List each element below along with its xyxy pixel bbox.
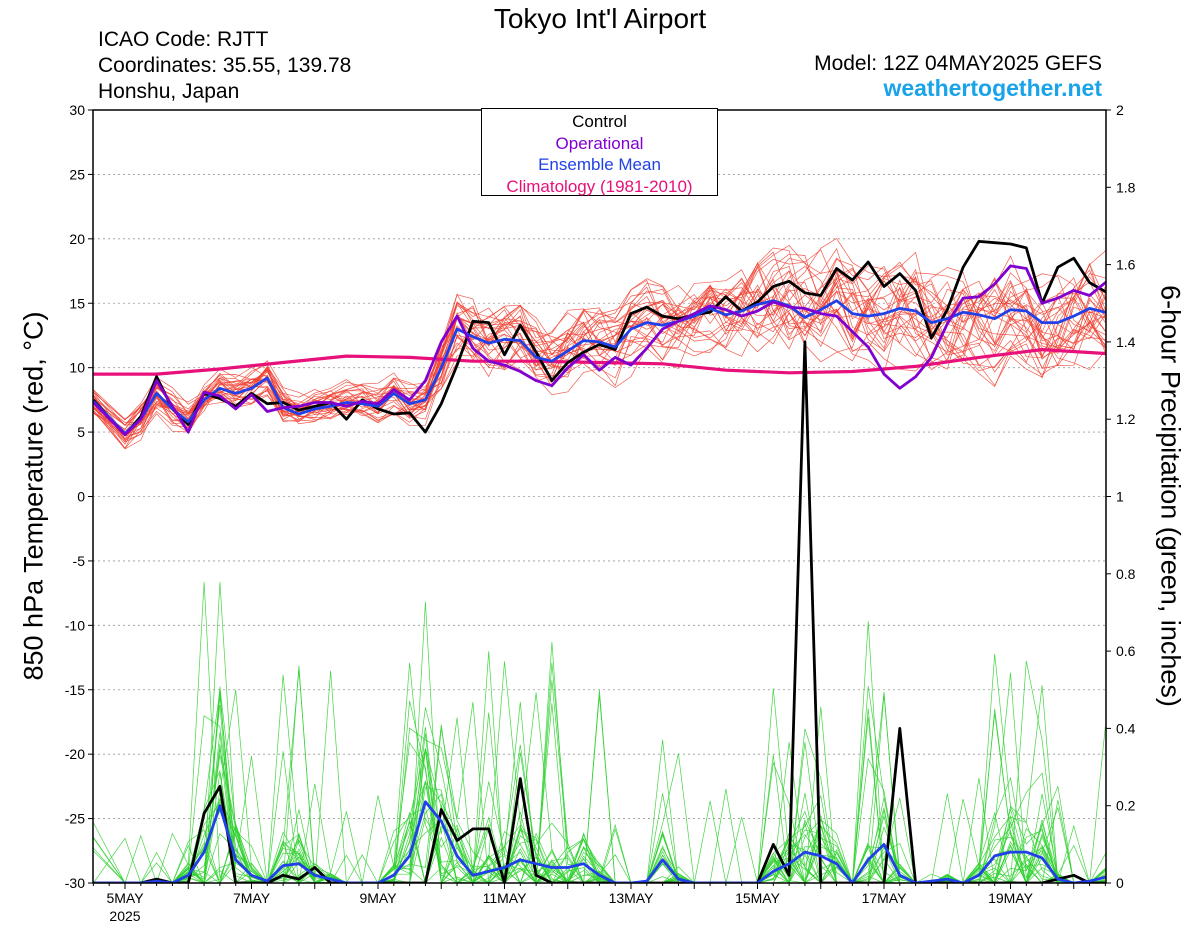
coordinates: Coordinates: 35.55, 139.78	[98, 54, 352, 77]
y2-tick-label: 1.2	[1116, 411, 1136, 427]
temp-member-line	[93, 288, 1106, 425]
y2-tick-label: 0.2	[1116, 798, 1136, 814]
y2-tick-label: 0.4	[1116, 720, 1136, 736]
y-tick-label: 10	[69, 360, 85, 376]
x-tick-label: 13MAY	[609, 890, 655, 906]
x-tick-label: 5MAY	[106, 890, 144, 906]
y2-tick-label: 1	[1116, 489, 1124, 505]
y-axis-left-label: 850 hPa Temperature (red, °C)	[18, 311, 49, 681]
y-tick-label: 5	[77, 424, 85, 440]
y-tick-label: -10	[65, 617, 85, 633]
chart-title: Tokyo Int'l Airport	[493, 3, 707, 34]
y-tick-label: 20	[69, 231, 85, 247]
y2-tick-label: 0.6	[1116, 643, 1136, 659]
x-tick-sublabel: 2025	[109, 908, 140, 924]
y-tick-label: 30	[69, 102, 85, 118]
x-tick-label: 19MAY	[988, 890, 1034, 906]
y2-tick-label: 1.6	[1116, 257, 1136, 273]
precip-series-ensemble-mean	[93, 800, 1106, 883]
y-tick-label: 25	[69, 166, 85, 182]
temp-series-operational	[93, 264, 1106, 437]
region: Honshu, Japan	[98, 80, 240, 103]
chart-legend: Control Operational Ensemble Mean Climat…	[481, 108, 718, 196]
y-tick-label: -15	[65, 682, 85, 698]
precip-member-line	[93, 669, 1106, 883]
y2-tick-label: 0.8	[1116, 566, 1136, 582]
legend-entry-control: Control	[572, 112, 627, 131]
legend-entry-ensemble-mean: Ensemble Mean	[538, 155, 661, 174]
x-tick-label: 9MAY	[359, 890, 397, 906]
x-tick-label: 17MAY	[862, 890, 908, 906]
temp-member-line	[93, 258, 1106, 435]
precip-member-line	[93, 661, 1106, 883]
y2-tick-label: 1.8	[1116, 179, 1136, 195]
precip-member-line	[93, 674, 1106, 883]
legend-entry-climatology: Climatology (1981-2010)	[506, 176, 693, 196]
temp-member-line	[93, 282, 1106, 430]
precip-series-control	[93, 340, 1106, 883]
y2-tick-label: 2	[1116, 102, 1124, 118]
icao-code: ICAO Code: RJTT	[98, 28, 269, 51]
main-series	[93, 239, 1106, 883]
y-tick-label: -30	[65, 875, 85, 891]
y-tick-label: 15	[69, 295, 85, 311]
y-tick-label: -20	[65, 746, 85, 762]
x-tick-label: 7MAY	[233, 890, 271, 906]
y2-tick-label: 0	[1116, 875, 1124, 891]
precip-member-line	[93, 702, 1106, 883]
site-link[interactable]: weathertogether.net	[883, 75, 1102, 101]
temp-series-control	[93, 239, 1106, 437]
y-tick-label: -5	[73, 553, 86, 569]
legend-entry-operational: Operational	[555, 133, 644, 153]
y2-tick-label: 1.4	[1116, 334, 1136, 350]
x-tick-label: 11MAY	[483, 890, 527, 906]
model-run: Model: 12Z 04MAY2025 GEFS	[814, 52, 1102, 75]
x-tick-label: 15MAY	[735, 890, 781, 906]
axes: 302520151050-5-10-15-20-25-3021.81.61.41…	[65, 102, 1136, 924]
y-axis-right-label: 6-hour Precipitation (green, inches)	[1155, 285, 1186, 707]
y-tick-label: 0	[77, 489, 85, 505]
y-tick-label: -25	[65, 811, 85, 827]
